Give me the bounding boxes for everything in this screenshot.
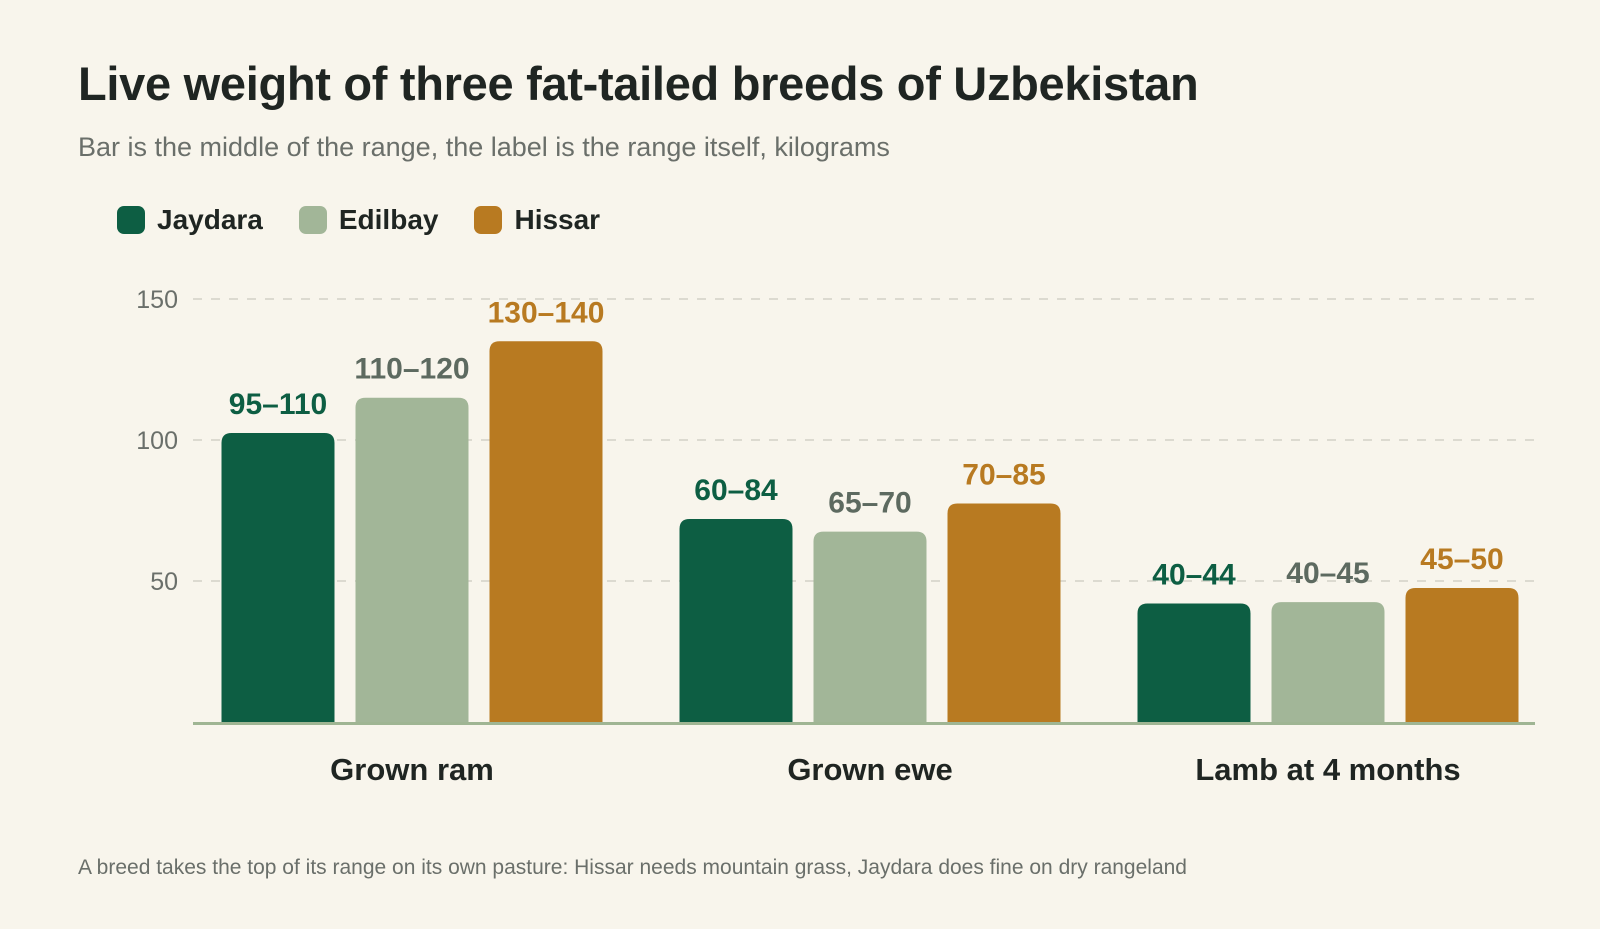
legend-swatch-jaydara: [117, 206, 145, 234]
bar-value-label: 95–110: [229, 388, 327, 421]
legend-item-jaydara: Jaydara: [117, 204, 263, 236]
bar-value-label: 45–50: [1420, 543, 1503, 576]
bar-jaydara: [1137, 603, 1251, 722]
legend-item-edilbay: Edilbay: [298, 204, 439, 236]
legend-swatch-hissar: [474, 206, 503, 234]
bar-hissar: [489, 341, 603, 722]
bar-jaydara: [221, 432, 335, 722]
bar-hissar: [1405, 588, 1519, 722]
category-label: Lamb at 4 months: [1195, 752, 1460, 787]
bar-value-label: 40–44: [1152, 559, 1236, 592]
legend-label-hissar: Hissar: [514, 204, 601, 235]
legend: Jaydara Edilbay Hissar: [117, 204, 636, 236]
bar-hissar: [947, 503, 1061, 722]
category-label: Grown ram: [330, 752, 494, 787]
bar-value-label: 65–70: [828, 487, 911, 520]
bar-edilbay: [1271, 602, 1385, 722]
y-tick-label: 150: [136, 286, 178, 314]
bar-edilbay: [813, 531, 927, 722]
bar-value-label: 110–120: [354, 353, 469, 386]
footnote: A breed takes the top of its range on it…: [78, 856, 1187, 879]
legend-label-jaydara: Jaydara: [157, 204, 263, 235]
bar-value-label: 130–140: [488, 296, 605, 329]
bar-value-label: 70–85: [962, 458, 1045, 491]
y-tick-label: 50: [150, 568, 178, 596]
bar-jaydara: [679, 518, 793, 722]
chart-title: Live weight of three fat-tailed breeds o…: [78, 57, 1199, 110]
legend-swatch-edilbay: [298, 206, 327, 234]
y-tick-label: 100: [136, 427, 178, 455]
bar-value-label: 60–84: [694, 474, 778, 507]
legend-item-hissar: Hissar: [474, 204, 600, 236]
bar-value-label: 40–45: [1286, 557, 1369, 590]
category-label: Grown ewe: [787, 752, 952, 787]
chart-subtitle: Bar is the middle of the range, the labe…: [78, 132, 890, 162]
bar-edilbay: [355, 397, 469, 722]
legend-label-edilbay: Edilbay: [338, 204, 439, 235]
